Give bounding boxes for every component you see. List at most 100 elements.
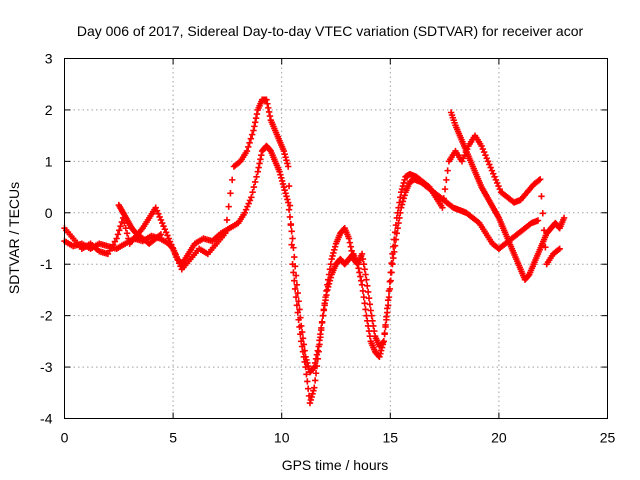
data-point: [396, 199, 403, 206]
data-point: [250, 127, 257, 134]
data-point: [311, 377, 319, 384]
x-tick-label: 0: [61, 430, 69, 446]
data-point: [253, 173, 260, 180]
data-point: [355, 265, 362, 272]
data-point: [295, 316, 302, 323]
data-point: [361, 266, 368, 273]
data-point: [291, 285, 299, 293]
x-tick-label: 15: [383, 430, 399, 446]
data-point: [384, 297, 392, 304]
data-point: [245, 200, 252, 207]
data-point: [330, 249, 337, 257]
data-point: [314, 355, 321, 363]
data-point: [397, 194, 404, 201]
data-point: [555, 246, 562, 254]
data-point: [488, 167, 496, 174]
data-point: [113, 235, 120, 242]
data-point: [385, 293, 393, 301]
data-point: [290, 269, 297, 276]
data-point: [490, 170, 497, 177]
data-point: [241, 209, 248, 216]
data-point: [366, 301, 374, 308]
data-point: [123, 230, 131, 237]
data-point: [444, 167, 451, 174]
data-point: [386, 278, 394, 285]
data-point: [492, 176, 500, 184]
y-tick-label: 2: [45, 102, 53, 118]
data-point: [347, 243, 354, 250]
data-point: [560, 214, 568, 222]
data-point: [399, 198, 407, 205]
data-point: [314, 347, 321, 354]
data-point: [252, 119, 259, 126]
data-point: [382, 321, 389, 329]
data-point: [284, 160, 291, 167]
data-point: [285, 163, 292, 170]
data-point: [304, 385, 312, 392]
data-point: [482, 151, 489, 159]
y-tick-label: 1: [45, 153, 53, 169]
data-point: [300, 353, 308, 360]
data-point: [322, 293, 329, 301]
data-point: [281, 150, 288, 158]
data-point: [311, 384, 318, 391]
data-point: [160, 222, 167, 230]
data-point: [116, 227, 123, 234]
data-point: [357, 273, 364, 280]
data-point: [383, 313, 390, 320]
data-point: [325, 271, 333, 278]
data-point: [324, 281, 331, 288]
data-point: [177, 263, 184, 270]
data-point: [282, 154, 289, 161]
x-tick-labels: 0 5 10 15 20 25: [61, 430, 616, 446]
data-point: [243, 147, 251, 155]
data-point: [349, 251, 356, 259]
data-point: [175, 259, 183, 267]
data-point: [358, 250, 366, 258]
x-tick-label: 20: [491, 430, 507, 446]
data-point: [362, 271, 369, 278]
data-point: [377, 350, 384, 357]
data-point: [398, 185, 406, 193]
data-point: [301, 358, 308, 366]
data-point: [310, 364, 317, 372]
data-point: [161, 226, 169, 233]
data-point: [122, 225, 129, 232]
data-point: [388, 259, 395, 267]
data-point: [439, 204, 446, 211]
data-point: [487, 164, 494, 171]
data-point: [265, 108, 273, 116]
data-point: [389, 250, 396, 258]
y-tick-label: -3: [40, 359, 53, 375]
data-point: [244, 203, 251, 210]
data-point: [278, 177, 286, 185]
data-point: [295, 298, 302, 305]
data-point: [255, 164, 262, 171]
data-point: [276, 168, 283, 175]
data-point: [356, 269, 363, 276]
data-point: [316, 341, 323, 348]
data-point: [249, 189, 256, 196]
plot-frame: [64, 58, 608, 419]
x-tick-label: 25: [600, 430, 616, 446]
data-point: [114, 231, 122, 238]
data-point: [458, 158, 466, 165]
data-point: [157, 216, 165, 224]
data-point: [486, 161, 493, 168]
data-point: [256, 160, 263, 167]
data-point: [285, 182, 293, 190]
data-point: [288, 241, 295, 248]
data-point: [223, 216, 231, 224]
data-point: [534, 217, 542, 224]
data-point: [359, 287, 367, 295]
data-series: [61, 96, 568, 407]
data-point: [323, 287, 330, 295]
x-tick-label: 10: [274, 430, 290, 446]
data-point: [286, 213, 294, 221]
y-tick-labels: -4 -3 -2 -1 0 1 2 3: [40, 51, 53, 427]
data-point: [117, 222, 124, 230]
data-point: [369, 317, 376, 324]
data-point: [246, 139, 253, 147]
data-point: [371, 327, 378, 335]
